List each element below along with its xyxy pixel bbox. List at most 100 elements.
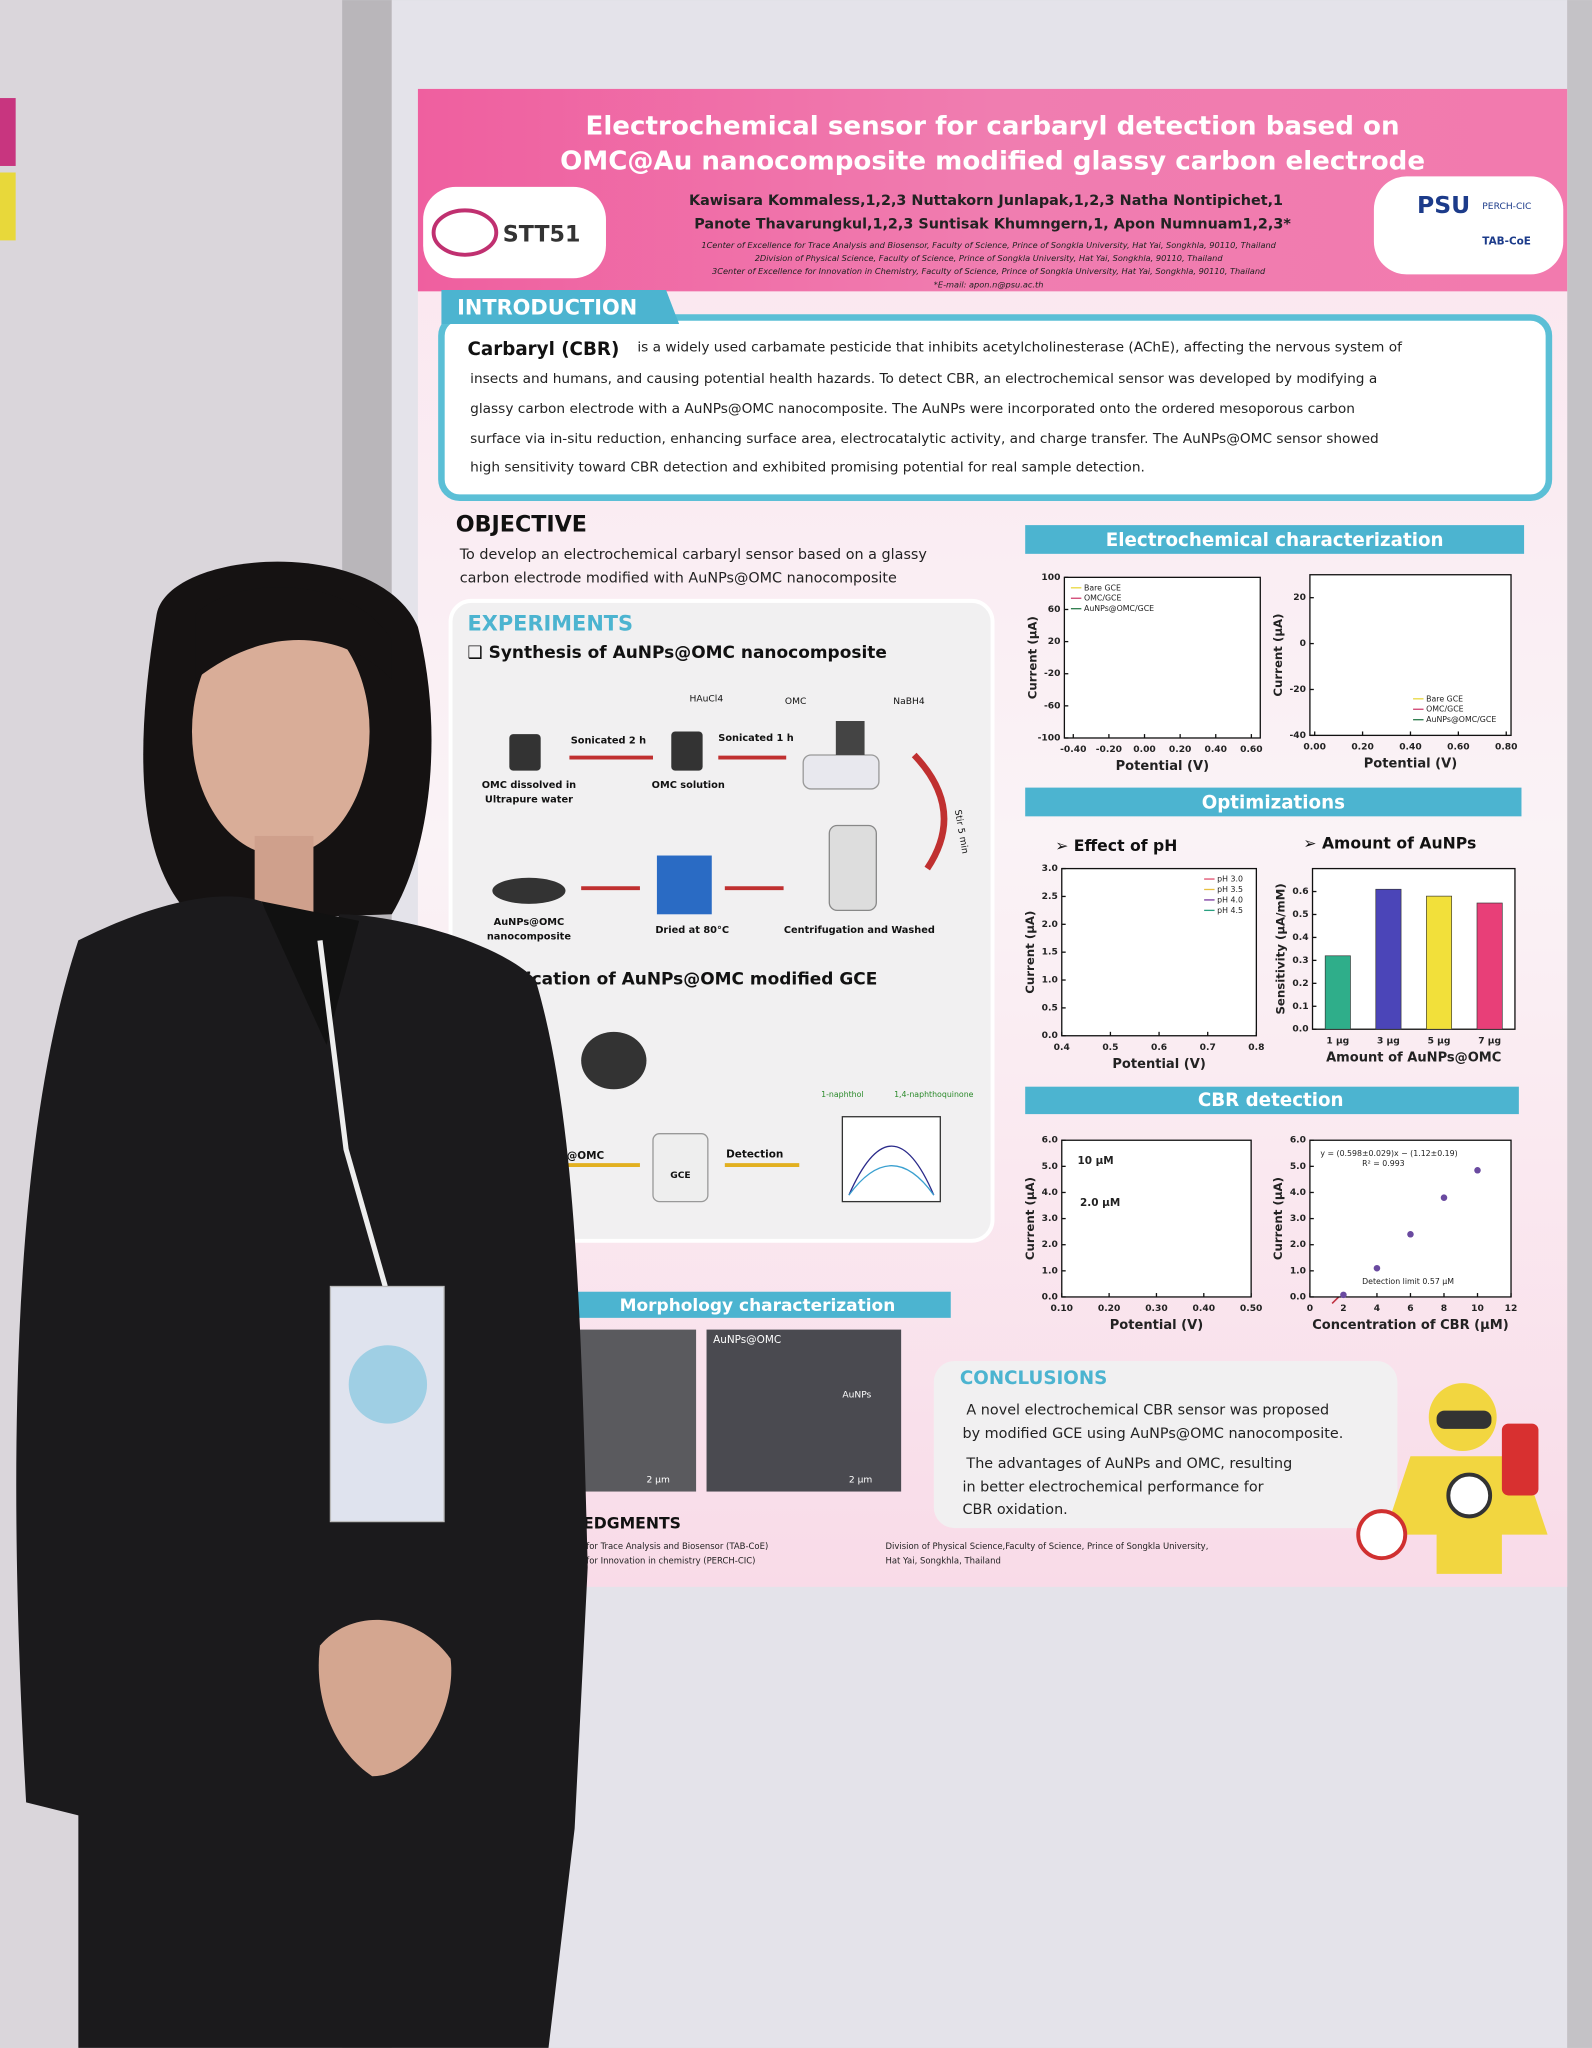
- y-axis-label: Current (μA): [1023, 1177, 1037, 1260]
- section-heading: Morphology characterization: [620, 1296, 896, 1316]
- data-point: [1407, 1230, 1414, 1238]
- section-heading: Optimizations: [1202, 792, 1345, 813]
- section-heading: INTRODUCTION: [457, 295, 637, 319]
- data-point: [1340, 1291, 1347, 1299]
- conclusion-text: by modified GCE using AuNPs@OMC nanocomp…: [963, 1426, 1344, 1442]
- y-tick-label: 4.0: [1290, 1188, 1306, 1198]
- scheme-label: GCE: [670, 1171, 690, 1181]
- data-point: [1373, 1264, 1381, 1272]
- ack-text: Division of Physical Science,Faculty of …: [885, 1541, 1208, 1551]
- wall-mark: [0, 172, 16, 241]
- x-tick-label: 3 μg: [1377, 1036, 1400, 1046]
- x-tick-label: 4: [1374, 1304, 1380, 1314]
- x-tick-label: 0: [1307, 1304, 1313, 1314]
- x-tick-label: 0.6: [1151, 1043, 1167, 1053]
- logo-text: STT51: [503, 222, 581, 248]
- y-tick-label: -20: [1044, 669, 1061, 679]
- annotation: 2.0 μM: [1080, 1197, 1120, 1209]
- x-tick-label: 6: [1407, 1304, 1413, 1314]
- person: [16, 561, 588, 2048]
- x-tick-label: 1 μg: [1326, 1036, 1349, 1046]
- section-bar: [1025, 787, 1522, 817]
- chart-frame: [1061, 867, 1258, 1037]
- y-tick-label: 0.4: [1292, 933, 1308, 943]
- y-tick-label: 4.0: [1042, 1188, 1058, 1198]
- conclusion-text: The advantages of AuNPs and OMC, resulti…: [965, 1456, 1292, 1472]
- x-tick-label: 8: [1441, 1304, 1447, 1314]
- y-tick-label: 0.0: [1290, 1292, 1306, 1302]
- logo-text: PSU: [1417, 191, 1470, 219]
- intro-box: [438, 314, 1553, 501]
- x-tick-label: 0.5: [1102, 1043, 1118, 1053]
- x-tick-label: 0.30: [1145, 1304, 1168, 1314]
- y-tick-label: 2.0: [1290, 1240, 1306, 1250]
- y-tick-label: 1.0: [1042, 1266, 1058, 1276]
- annotation: y = (0.598±0.029)x − (1.12±0.19): [1320, 1149, 1457, 1158]
- y-tick-label: 1.0: [1290, 1266, 1306, 1276]
- x-tick-label: 12: [1505, 1304, 1518, 1314]
- x-tick-label: 0.60: [1447, 743, 1470, 753]
- legend-label: AuNPs@OMC/GCE: [1084, 604, 1154, 613]
- x-tick-label: -0.40: [1060, 745, 1086, 755]
- sub-heading: ➢ Effect of pH: [1055, 836, 1177, 855]
- x-tick-label: 0.40: [1204, 745, 1227, 755]
- y-tick-label: 3.0: [1042, 864, 1058, 874]
- y-tick-label: 3.0: [1042, 1214, 1058, 1224]
- y-tick-label: -40: [1289, 731, 1306, 741]
- scheme-label: OMC: [785, 697, 806, 707]
- legend-label: OMC/GCE: [1426, 705, 1464, 714]
- sub-heading: Fabrication of AuNPs@OMC modified GCE: [483, 970, 877, 990]
- section-heading: CBR detection: [1198, 1090, 1344, 1111]
- ack-text: Hat Yai, Songkhla, Thailand: [885, 1555, 1000, 1565]
- scheme-label: 1,4-naphthoquinone: [894, 1090, 974, 1099]
- y-axis-label: Current (μA): [1271, 1177, 1285, 1260]
- poster: STT51 PSU PERCH-CIC TAB-CoE Electrochemi…: [417, 88, 1568, 1587]
- x-axis-label: Potential (V): [1116, 759, 1209, 774]
- section-bar: [1025, 525, 1525, 554]
- x-axis-label: Potential (V): [1110, 1318, 1203, 1333]
- scheme-label: NaBH4: [893, 697, 925, 707]
- scheme-label: Centrifugation and Washed: [784, 925, 935, 936]
- y-tick-label: 6.0: [1290, 1136, 1306, 1146]
- y-tick-label: 0.5: [1042, 1003, 1058, 1013]
- sem-scale: 2 μm: [646, 1475, 670, 1485]
- bar: [1324, 955, 1351, 1030]
- scheme-label: Detection: [726, 1149, 783, 1161]
- y-tick-label: -60: [1044, 701, 1061, 711]
- y-tick-label: 100: [1041, 573, 1060, 583]
- intro-lead: Carbaryl (CBR): [468, 339, 620, 360]
- affiliation: 3Center of Excellence for Innovation in …: [712, 266, 1266, 276]
- x-tick-label: 0.60: [1240, 745, 1263, 755]
- scheme-label: Sonicated 2 h: [571, 736, 646, 747]
- mascot: [1356, 1383, 1548, 1574]
- y-tick-label: -20: [1289, 685, 1306, 695]
- y-tick-label: 1.0: [1042, 976, 1058, 986]
- sem-image: [706, 1329, 902, 1492]
- y-tick-label: 5.0: [1042, 1162, 1058, 1172]
- x-tick-label: 2: [1340, 1304, 1346, 1314]
- objective-text: To develop an electrochemical carbaryl s…: [459, 547, 928, 563]
- y-tick-label: 60: [1048, 605, 1061, 615]
- chart-frame: [1063, 576, 1261, 739]
- x-tick-label: -0.20: [1096, 745, 1122, 755]
- scheme-label: Sonicated 1 h: [718, 733, 793, 744]
- logo-box: [1373, 176, 1564, 275]
- legend-label: AuNPs@OMC/GCE: [1426, 715, 1496, 724]
- intro-text: glassy carbon electrode with a AuNPs@OMC…: [470, 401, 1355, 417]
- legend-label: pH 4.0: [1217, 895, 1243, 904]
- y-axis-label: Sensitivity (μA/mM): [1274, 883, 1288, 1014]
- chart-frame: [1061, 1139, 1252, 1298]
- intro-text: high sensitivity toward CBR detection an…: [470, 460, 1145, 476]
- scheme-label: AuNPs@OMC: [494, 917, 565, 928]
- x-tick-label: 5 μg: [1428, 1036, 1451, 1046]
- scheme-label: HAuCl4: [690, 694, 724, 704]
- legend-label: Bare GCE: [1084, 583, 1121, 592]
- logo-text: TAB-CoE: [1482, 236, 1531, 248]
- y-axis-label: Current (μA): [1023, 911, 1037, 994]
- y-tick-label: 0.3: [1292, 956, 1308, 966]
- annotation: R² = 0.993: [1362, 1159, 1405, 1168]
- y-tick-label: 0: [1300, 639, 1306, 649]
- authors: Kawisara Kommaless,1,2,3 Nuttakorn Junla…: [689, 193, 1283, 209]
- y-tick-label: 0.0: [1042, 1292, 1058, 1302]
- scheme-label: OMC dissolved in: [482, 780, 576, 791]
